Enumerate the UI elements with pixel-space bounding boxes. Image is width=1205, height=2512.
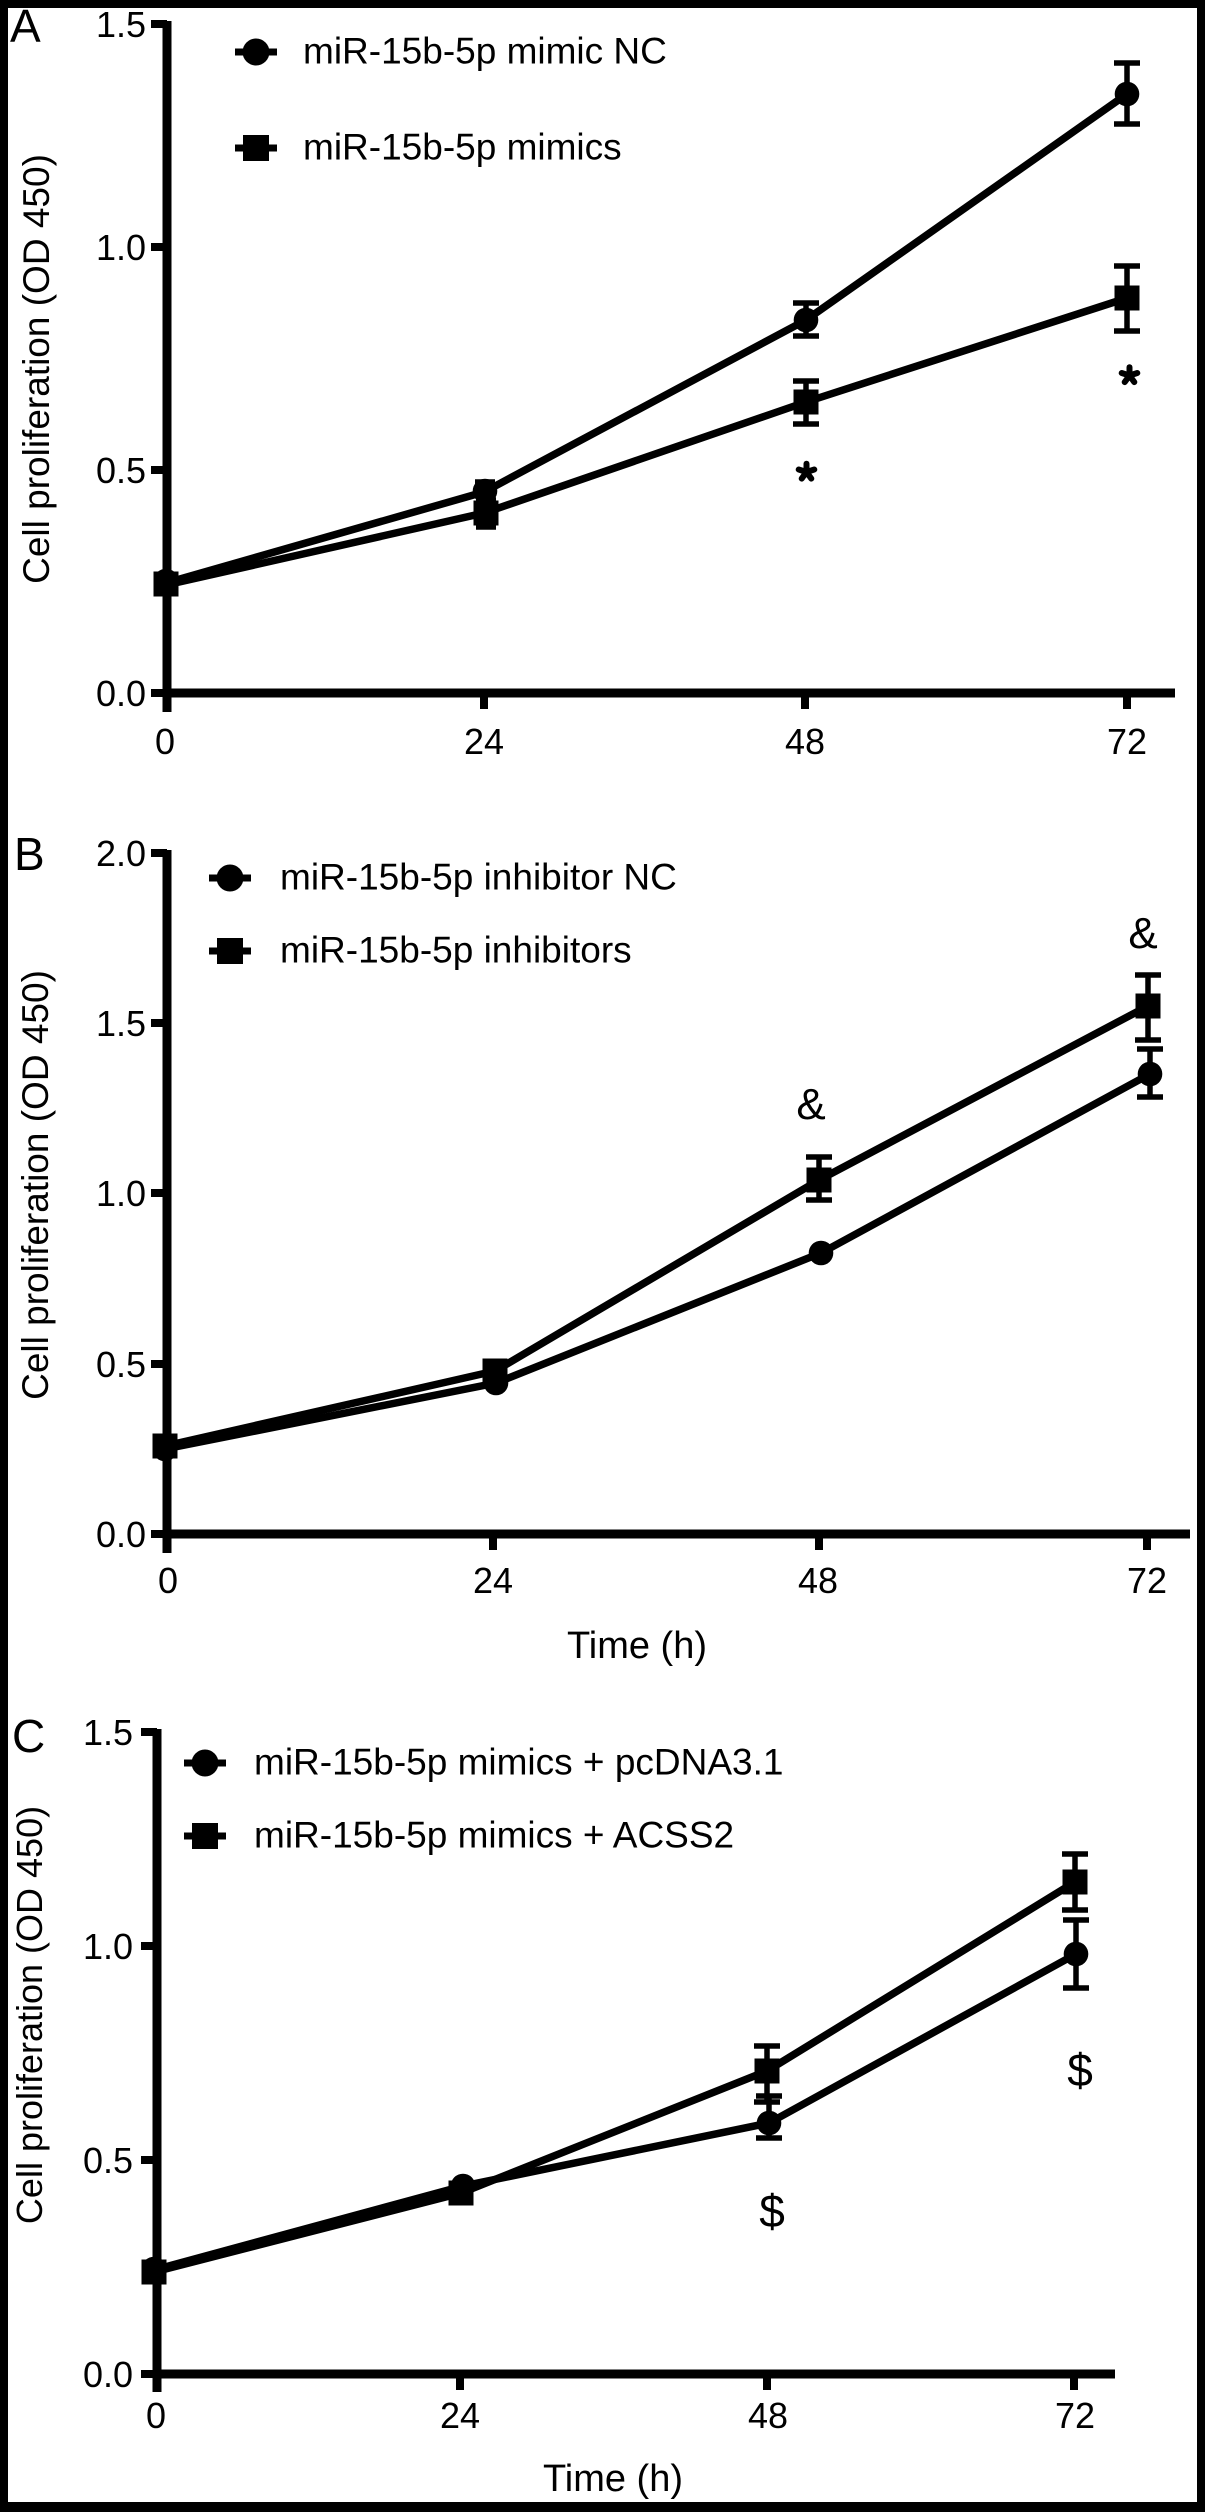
svg-text:0.0: 0.0: [83, 2354, 133, 2395]
svg-text:0.0: 0.0: [96, 673, 146, 714]
svg-text:0.0: 0.0: [96, 1514, 146, 1555]
svg-text:0.5: 0.5: [96, 450, 146, 491]
svg-text:1.5: 1.5: [96, 4, 146, 45]
svg-text:B: B: [14, 828, 45, 880]
svg-text:24: 24: [464, 721, 504, 762]
svg-text:$: $: [1067, 2044, 1093, 2096]
svg-text:24: 24: [473, 1560, 513, 1601]
svg-text:72: 72: [1107, 721, 1147, 762]
svg-text:0: 0: [158, 1560, 178, 1601]
svg-text:48: 48: [798, 1560, 838, 1601]
svg-text:1.0: 1.0: [83, 1926, 133, 1967]
svg-text:miR-15b-5p inhibitor NC: miR-15b-5p inhibitor NC: [280, 857, 677, 898]
svg-text:0: 0: [155, 721, 175, 762]
svg-text:24: 24: [440, 2395, 480, 2436]
svg-text:Cell proliferation (OD 450): Cell proliferation (OD 450): [16, 154, 57, 584]
svg-text:72: 72: [1127, 1560, 1167, 1601]
svg-text:Cell proliferation (OD 450): Cell proliferation (OD 450): [15, 970, 56, 1400]
svg-text:&: &: [796, 1080, 825, 1129]
svg-text:miR-15b-5p mimics + pcDNA3.1: miR-15b-5p mimics + pcDNA3.1: [254, 1742, 783, 1783]
svg-text:48: 48: [785, 721, 825, 762]
svg-text:48: 48: [748, 2395, 788, 2436]
svg-text:Time (h): Time (h): [543, 2458, 683, 2500]
svg-text:2.0: 2.0: [96, 833, 146, 874]
svg-text:A: A: [10, 0, 41, 52]
svg-text:miR-15b-5p mimics + ACSS2: miR-15b-5p mimics + ACSS2: [254, 1815, 734, 1856]
svg-text:&: &: [1128, 909, 1157, 958]
svg-text:72: 72: [1055, 2395, 1095, 2436]
svg-text:Cell proliferation (OD 450): Cell proliferation (OD 450): [9, 1806, 50, 2224]
svg-text:miR-15b-5p mimic NC: miR-15b-5p mimic NC: [303, 31, 667, 72]
svg-text:miR-15b-5p inhibitors: miR-15b-5p inhibitors: [280, 930, 632, 971]
svg-text:0.5: 0.5: [96, 1344, 146, 1385]
svg-text:1.0: 1.0: [96, 227, 146, 268]
svg-text:0.5: 0.5: [83, 2140, 133, 2181]
svg-text:1.5: 1.5: [83, 1712, 133, 1753]
svg-text:0: 0: [146, 2395, 166, 2436]
svg-text:miR-15b-5p mimics: miR-15b-5p mimics: [303, 127, 622, 168]
svg-text:1.5: 1.5: [96, 1003, 146, 1044]
svg-text:C: C: [12, 1710, 45, 1762]
svg-text:Time (h): Time (h): [567, 1625, 707, 1667]
svg-text:$: $: [759, 2185, 785, 2237]
svg-text:1.0: 1.0: [96, 1173, 146, 1214]
